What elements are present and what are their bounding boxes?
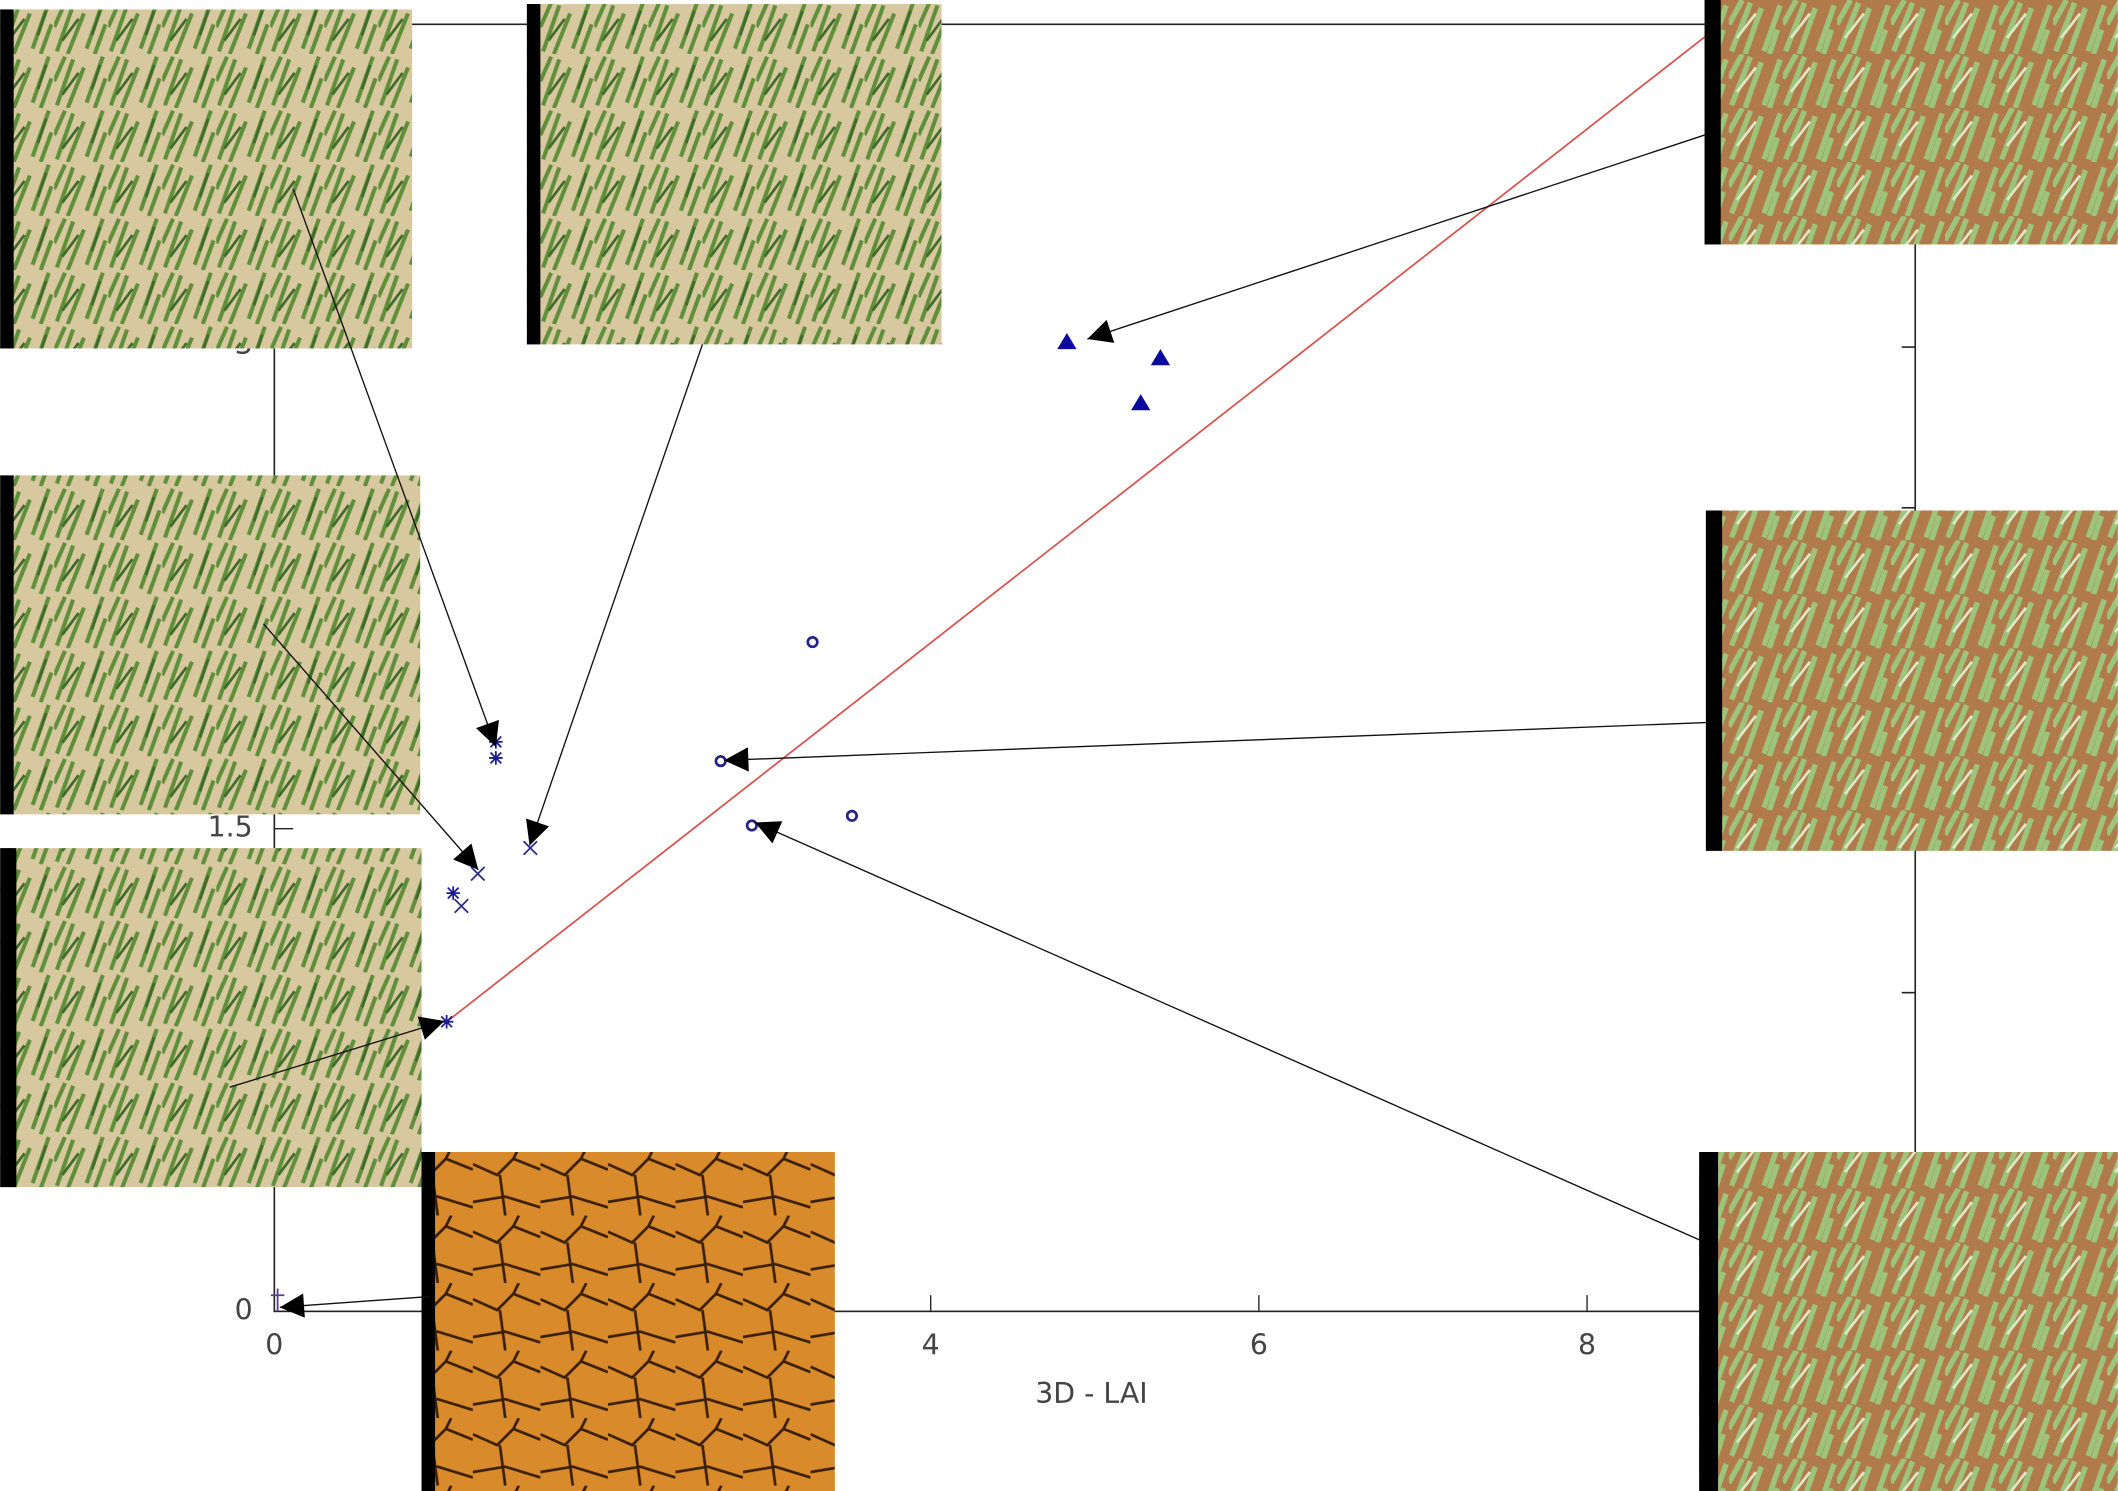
data-point bbox=[1059, 335, 1075, 349]
photo-border bbox=[0, 9, 14, 348]
photo-border bbox=[0, 848, 16, 1187]
data-point bbox=[1152, 351, 1168, 365]
plot-frame bbox=[274, 24, 1915, 1311]
arrow bbox=[280, 1297, 430, 1308]
photo-border bbox=[1699, 1152, 1718, 1491]
arrow bbox=[530, 344, 703, 845]
x-tick-label: 6 bbox=[1250, 1328, 1268, 1361]
arrow bbox=[755, 822, 1699, 1239]
page: {"chart_data": {"type": "scatter", "xlab… bbox=[0, 0, 2118, 1491]
data-point bbox=[489, 751, 503, 765]
photo bbox=[1705, 0, 2118, 244]
y-tick-label: 0 bbox=[235, 1293, 253, 1326]
x-tick-label: 8 bbox=[1578, 1328, 1596, 1361]
photo bbox=[1699, 1152, 2118, 1491]
arrows bbox=[230, 135, 1706, 1307]
data-point bbox=[808, 637, 817, 646]
chart: 3D - LAI 046801.53 bbox=[0, 0, 2118, 1491]
photo bbox=[0, 9, 412, 348]
photo bbox=[527, 4, 942, 344]
photo bbox=[1706, 511, 2118, 851]
arrow bbox=[724, 723, 1706, 761]
data-point bbox=[1133, 396, 1149, 410]
photo-border bbox=[1705, 0, 1721, 244]
photo-border bbox=[422, 1152, 436, 1491]
arrow bbox=[1087, 135, 1704, 339]
plot-area bbox=[271, 28, 1717, 1312]
photo-border bbox=[1706, 511, 1722, 851]
y-tick-label: 1.5 bbox=[208, 811, 253, 844]
x-tick-label: 4 bbox=[922, 1328, 940, 1361]
photo bbox=[0, 848, 421, 1187]
data-point bbox=[847, 811, 856, 820]
x-tick-label: 0 bbox=[265, 1328, 283, 1361]
x-axis-label: 3D - LAI bbox=[1035, 1377, 1147, 1410]
photo bbox=[422, 1152, 835, 1491]
data-point bbox=[271, 1289, 285, 1312]
photo bbox=[0, 475, 420, 814]
data-point bbox=[716, 756, 725, 765]
photo-border bbox=[527, 4, 541, 344]
data-point bbox=[455, 899, 469, 913]
data-point bbox=[446, 886, 460, 900]
photo-border bbox=[0, 475, 14, 814]
data-point bbox=[747, 821, 756, 830]
photos bbox=[0, 0, 2118, 1491]
